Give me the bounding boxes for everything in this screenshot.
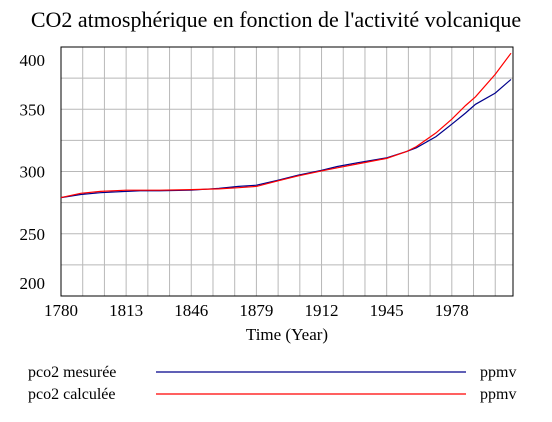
legend-unit: ppmv — [480, 364, 516, 381]
y-tick-label: 400 — [20, 51, 46, 70]
x-tick-label: 1912 — [305, 301, 339, 320]
x-tick-label: 1978 — [435, 301, 469, 320]
x-axis-title: Time (Year) — [246, 325, 328, 344]
chart-title: CO2 atmosphérique en fonction de l'activ… — [31, 7, 521, 32]
y-tick-label: 200 — [20, 274, 46, 293]
legend-label: pco2 calculée — [28, 386, 116, 403]
legend-label: pco2 mesurée — [28, 364, 116, 381]
x-axis-ticks: 1780 1813 1846 1879 1912 1945 1978 — [44, 301, 469, 320]
legend: pco2 mesurée ppmv pco2 calculée ppmv — [28, 364, 516, 403]
y-tick-label: 300 — [20, 163, 46, 182]
legend-unit: ppmv — [480, 386, 516, 403]
x-tick-label: 1945 — [370, 301, 404, 320]
x-tick-label: 1879 — [239, 301, 273, 320]
y-tick-label: 250 — [20, 225, 46, 244]
x-tick-label: 1813 — [109, 301, 143, 320]
x-tick-label: 1780 — [44, 301, 78, 320]
x-tick-label: 1846 — [174, 301, 208, 320]
y-tick-label: 350 — [20, 100, 46, 119]
series-line — [60, 78, 512, 199]
grid — [61, 47, 513, 296]
plot-frame — [60, 46, 514, 297]
series-lines — [60, 52, 512, 199]
y-axis-ticks: 200 250 300 350 400 — [20, 51, 46, 293]
series-line — [60, 52, 512, 199]
